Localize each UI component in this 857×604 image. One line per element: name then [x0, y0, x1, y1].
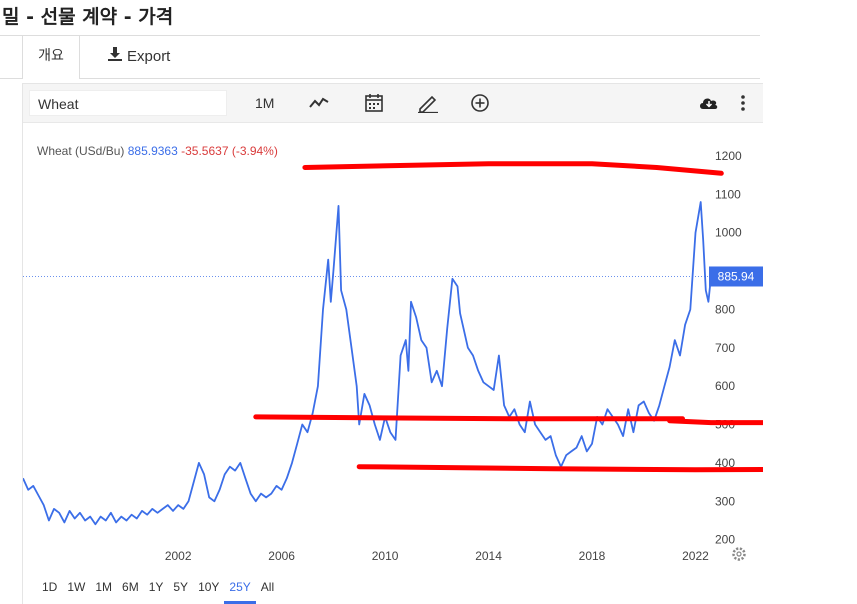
range-selector: 1D 1W 1M 6M 1Y 5Y 10Y 25Y All	[37, 574, 279, 604]
legend-name: Wheat (USd/Bu)	[37, 144, 125, 158]
chart-legend: Wheat (USd/Bu) 885.9363 -35.5637 (-3.94%…	[37, 144, 278, 158]
range-button-10y[interactable]: 10Y	[198, 580, 220, 594]
x-tick-label: 2014	[475, 549, 502, 563]
annotation-line	[302, 161, 724, 176]
legend-value: 885.9363	[127, 144, 178, 158]
y-tick-label: 400	[715, 456, 735, 470]
x-tick-label: 2002	[165, 549, 192, 563]
tabs-bar: 개요 Export	[0, 35, 760, 79]
range-button-1d[interactable]: 1D	[42, 580, 58, 594]
export-label: Export	[127, 48, 171, 65]
y-tick-label: 700	[715, 341, 735, 355]
range-button-6m[interactable]: 6M	[122, 580, 139, 594]
plus-circle-icon[interactable]	[470, 93, 490, 118]
last-value-label: 885.94	[718, 269, 755, 283]
x-tick-label: 2006	[268, 549, 295, 563]
page-title: 밀 - 선물 계약 - 가격	[2, 6, 174, 28]
cloud-download-icon[interactable]	[698, 93, 720, 118]
pencil-icon[interactable]	[417, 93, 439, 118]
y-tick-label: 200	[715, 533, 735, 547]
range-button-1y[interactable]: 1Y	[148, 580, 164, 594]
y-tick-label: 600	[715, 379, 735, 393]
chart-frame: Wheat 1M Wheat (USd/Bu) 885.9363 -35.563…	[22, 83, 763, 604]
annotation-line	[253, 414, 685, 422]
legend-change: -35.5637 (-3.94%)	[181, 144, 278, 158]
y-tick-label: 1100	[715, 187, 741, 201]
range-button-25y[interactable]: 25Y	[224, 574, 257, 604]
symbol-input[interactable]: Wheat	[29, 90, 227, 116]
calendar-icon[interactable]	[364, 93, 384, 118]
y-tick-label: 300	[715, 494, 735, 508]
annotation-line	[667, 418, 763, 426]
range-button-all[interactable]: All	[260, 580, 275, 594]
interval-button[interactable]: 1M	[255, 95, 275, 111]
y-tick-label: 1000	[715, 226, 742, 240]
y-tick-label: 1200	[715, 149, 742, 163]
y-tick-label: 800	[715, 302, 735, 316]
x-tick-label: 2010	[372, 549, 399, 563]
x-tick-label: 2022	[682, 549, 709, 563]
more-vert-icon[interactable]	[739, 93, 747, 118]
range-button-5y[interactable]: 5Y	[173, 580, 189, 594]
range-button-1w[interactable]: 1W	[67, 580, 86, 594]
last-value-badge	[709, 266, 763, 287]
line-chart-icon[interactable]	[309, 93, 329, 118]
chart-toolbar: Wheat 1M	[23, 84, 763, 123]
annotation-line	[356, 464, 763, 473]
tab-overview[interactable]: 개요	[22, 35, 80, 79]
x-tick-label: 2018	[579, 549, 606, 563]
export-button[interactable]: Export	[108, 36, 170, 78]
range-button-1m[interactable]: 1M	[95, 580, 113, 594]
gear-icon	[732, 547, 746, 561]
price-series-line	[23, 201, 712, 526]
download-icon	[108, 36, 122, 78]
